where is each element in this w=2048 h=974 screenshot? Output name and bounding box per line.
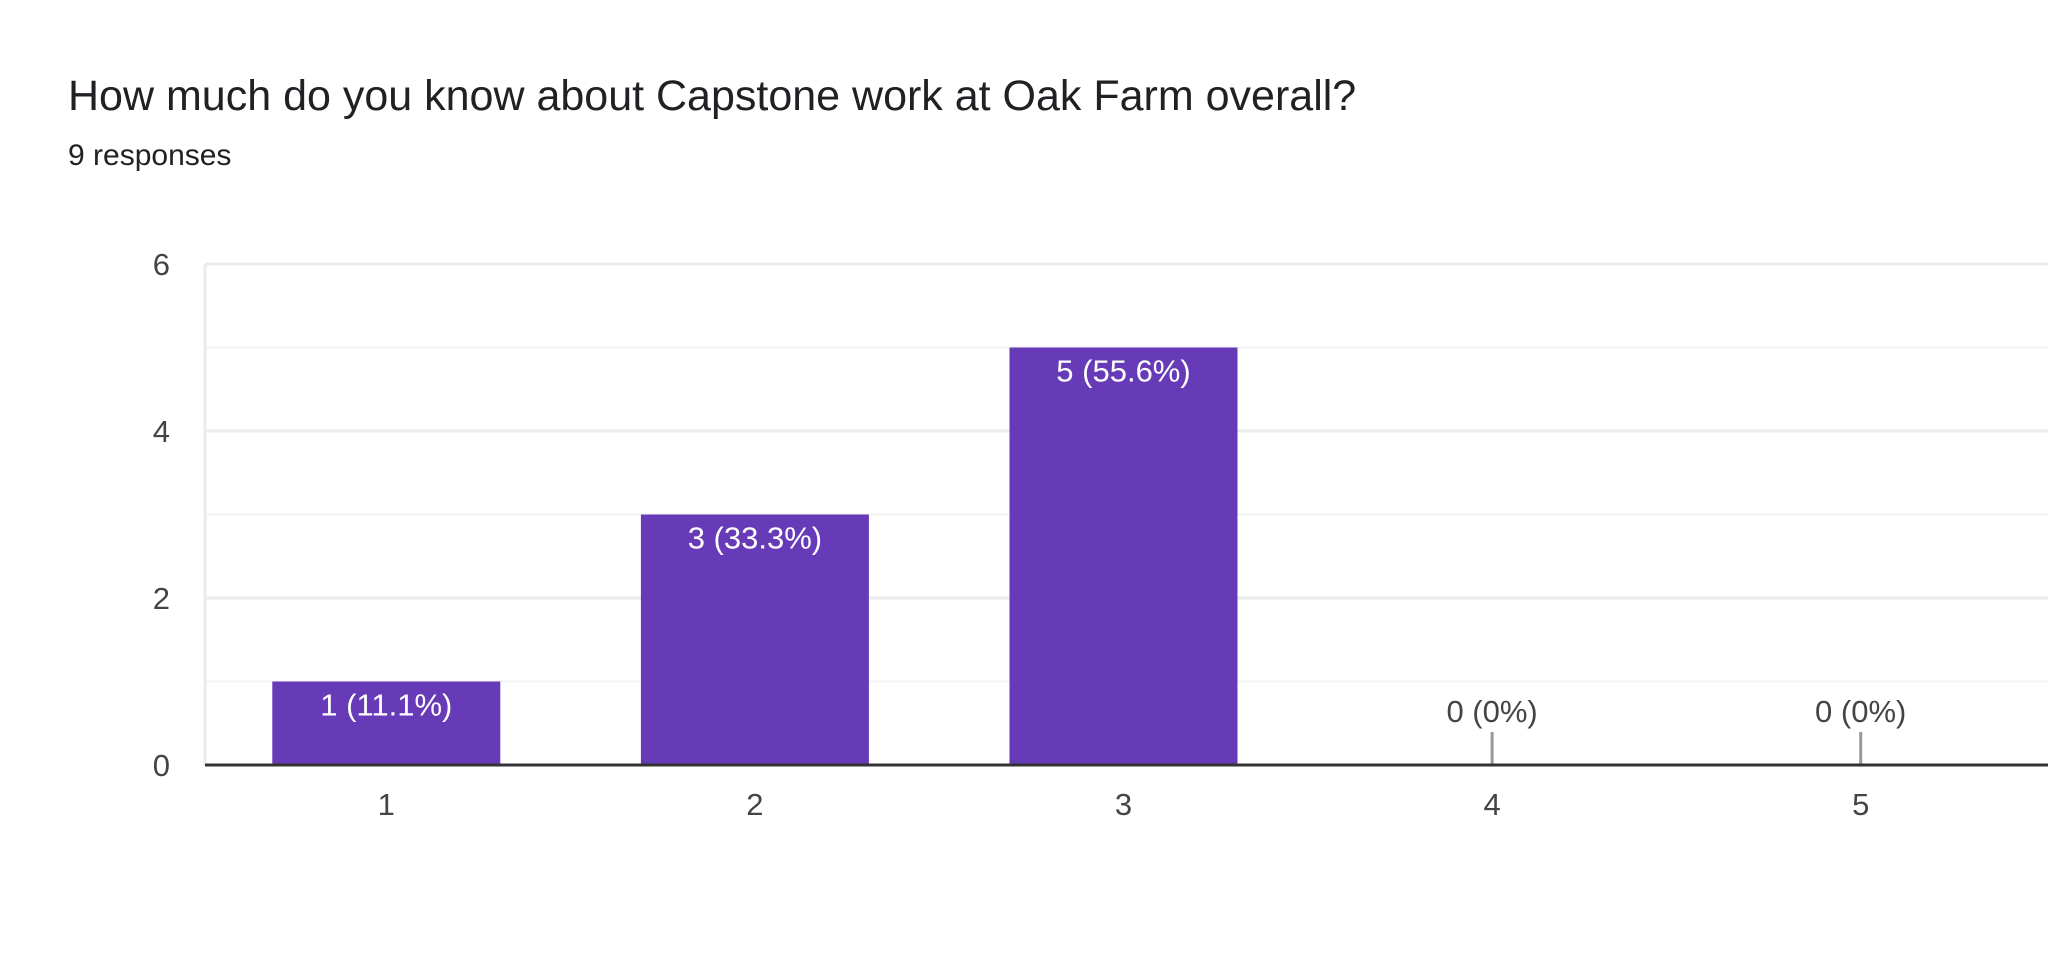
y-tick-label: 4: [153, 414, 170, 449]
bar-3[interactable]: [1009, 347, 1238, 766]
axis-layer: [203, 264, 2048, 767]
y-tick-label: 2: [153, 581, 170, 616]
x-tick-label: 1: [378, 787, 395, 822]
data-label: 1 (11.1%): [320, 688, 452, 723]
x-tick-label: 5: [1852, 787, 1869, 822]
labels-layer: 0 2 4 6 1 (11.1%) 1 3 (33.3%) 2 5 (55.6%) 3 0 (0%)…: [153, 247, 1907, 822]
response-count: 9 responses: [68, 139, 232, 172]
bar-2[interactable]: [640, 514, 869, 766]
question-title: How much do you know about Capstone work…: [68, 72, 1357, 120]
x-tick-label: 2: [746, 787, 763, 822]
data-label: 3 (33.3%): [688, 521, 822, 556]
data-label: 0 (0%): [1446, 694, 1537, 729]
x-tick-label: 3: [1115, 787, 1132, 822]
y-tick-label: 6: [153, 247, 170, 282]
data-label: 5 (55.6%): [1056, 354, 1190, 389]
y-tick-label: 0: [153, 748, 170, 783]
bars-layer: [272, 347, 1863, 766]
data-label: 0 (0%): [1815, 694, 1906, 729]
x-tick-label: 4: [1483, 787, 1500, 822]
bar-1[interactable]: [272, 681, 501, 766]
